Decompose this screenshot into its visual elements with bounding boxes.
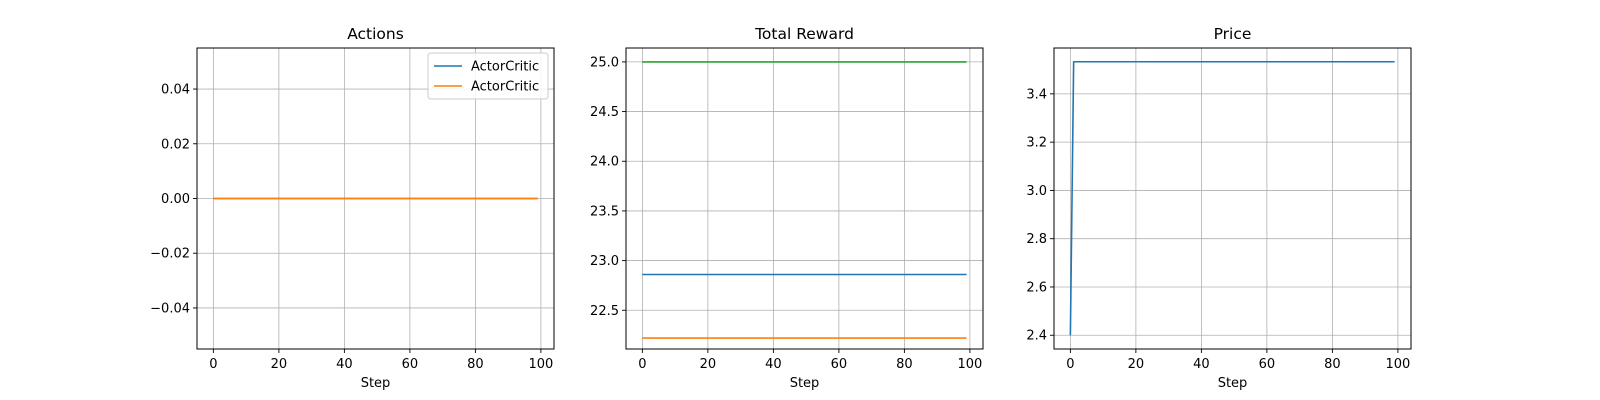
x-tick-label: 60 bbox=[402, 357, 419, 372]
y-tick-label: 0.02 bbox=[161, 137, 190, 152]
y-tick-label: 23.0 bbox=[590, 254, 619, 269]
x-tick-label: 60 bbox=[1259, 357, 1276, 372]
y-tick-label: 0.00 bbox=[161, 192, 190, 207]
x-tick-label: 20 bbox=[700, 357, 717, 372]
y-tick-label: 22.5 bbox=[590, 304, 619, 319]
y-tick-label: 2.6 bbox=[1026, 280, 1047, 295]
x-tick-label: 100 bbox=[1385, 357, 1410, 372]
y-tick-label: 3.4 bbox=[1026, 87, 1047, 102]
legend: ActorCritic ActorCritic bbox=[427, 52, 549, 100]
x-axis-label: Step bbox=[790, 376, 820, 391]
x-tick-label: 60 bbox=[831, 357, 848, 372]
chart-title: Price bbox=[1214, 25, 1252, 43]
x-tick-label: 40 bbox=[765, 357, 782, 372]
x-tick-label: 40 bbox=[336, 357, 353, 372]
legend-label: ActorCritic bbox=[471, 60, 539, 75]
x-tick-label: 0 bbox=[1066, 357, 1074, 372]
y-tick-label: 3.2 bbox=[1026, 136, 1047, 151]
y-tick-label: 3.0 bbox=[1026, 184, 1047, 199]
y-tick-label: 2.4 bbox=[1026, 329, 1047, 344]
x-tick-label: 20 bbox=[1128, 357, 1145, 372]
x-tick-label: 80 bbox=[1324, 357, 1341, 372]
plot-area bbox=[626, 48, 983, 349]
chart-panel-2: 0 20 40 60 80 100 22.5 23.0 23.5 24.0 24.5 25.0 Tota… bbox=[590, 25, 984, 391]
y-tick-label: −0.04 bbox=[150, 301, 190, 316]
y-tick-label: 2.8 bbox=[1026, 232, 1047, 247]
x-tick-label: 100 bbox=[957, 357, 982, 372]
chart-panel-1: 0 20 40 60 80 100 −0.04 −0.02 0.00 0.02 0.04 Action… bbox=[150, 25, 555, 391]
y-tick-label: 24.0 bbox=[590, 155, 619, 170]
y-tick-label: −0.02 bbox=[150, 247, 190, 262]
y-tick-label: 25.0 bbox=[590, 55, 619, 70]
y-tick-label: 0.04 bbox=[161, 83, 190, 98]
chart-title: Total Reward bbox=[754, 25, 854, 43]
legend-label: ActorCritic bbox=[471, 80, 539, 95]
axes-frame bbox=[1053, 47, 1412, 350]
chart-panel-3: 0 20 40 60 80 100 2.4 2.6 2.8 3.0 3.2 3.4 Price Step bbox=[1026, 25, 1412, 391]
x-axis-label: Step bbox=[1218, 376, 1248, 391]
x-tick-label: 0 bbox=[638, 357, 646, 372]
x-tick-label: 0 bbox=[209, 357, 217, 372]
y-tick-label: 24.5 bbox=[590, 105, 619, 120]
plot-area bbox=[1054, 48, 1411, 349]
y-tick-label: 23.5 bbox=[590, 204, 619, 219]
axes-frame bbox=[625, 47, 984, 350]
x-tick-label: 80 bbox=[896, 357, 913, 372]
chart-title: Actions bbox=[347, 25, 404, 43]
x-tick-label: 80 bbox=[467, 357, 484, 372]
legend-box bbox=[427, 52, 549, 100]
series-line-1 bbox=[1069, 60, 1395, 336]
x-tick-label: 40 bbox=[1193, 357, 1210, 372]
x-tick-label: 20 bbox=[271, 357, 288, 372]
x-axis-label: Step bbox=[361, 376, 391, 391]
x-tick-label: 100 bbox=[528, 357, 553, 372]
